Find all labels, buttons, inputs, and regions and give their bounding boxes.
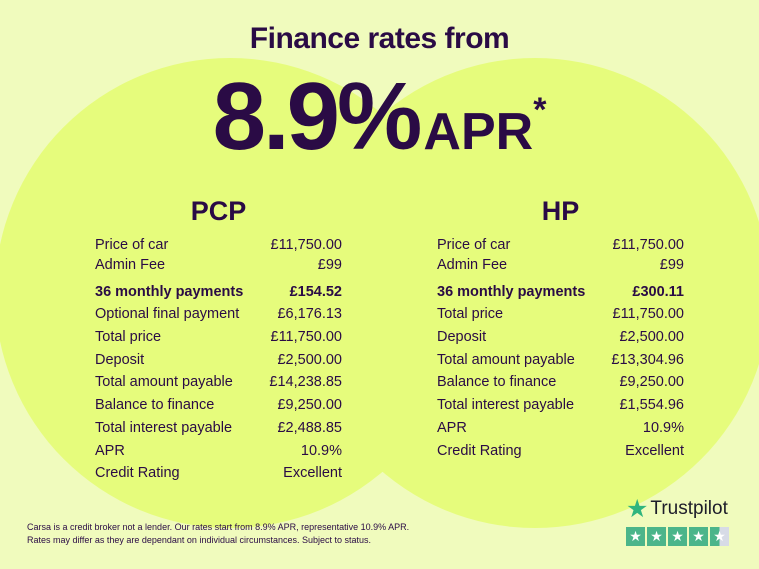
row-label: Total interest payable: [95, 419, 233, 436]
pcp-table: PCP Price of car £11,750.00 Admin Fee £99 36…: [95, 196, 342, 485]
table-row: Deposit £2,500.00: [437, 326, 684, 349]
background-circle-right: [300, 58, 759, 528]
row-value: £6,176.13: [277, 306, 342, 323]
table-row: Total interest payable £2,488.85: [95, 417, 342, 440]
row-label: Balance to finance: [437, 374, 557, 391]
table-row: Total interest payable £1,554.96: [437, 394, 684, 417]
table-row: Price of car £11,750.00: [95, 237, 342, 254]
row-value: Excellent: [283, 465, 342, 482]
row-value: £2,500.00: [619, 329, 684, 346]
row-value: £2,488.85: [277, 419, 342, 436]
trustpilot-logo: ★ Trustpilot: [626, 494, 729, 524]
row-value: £11,750.00: [270, 237, 343, 253]
rating-star-icon: ★: [689, 527, 708, 546]
row-label: Total amount payable: [437, 351, 575, 368]
row-value: £13,304.96: [611, 351, 684, 368]
rating-star-icon: ★: [710, 527, 729, 546]
rating-star-icon: ★: [668, 527, 687, 546]
row-label: APR: [437, 419, 467, 436]
row-label: Credit Rating: [437, 442, 522, 459]
row-value: £300.11: [632, 283, 684, 300]
table-row: Balance to finance £9,250.00: [437, 371, 684, 394]
row-value: £154.52: [289, 283, 342, 300]
star-icon: ★: [626, 495, 649, 523]
table-row: Deposit £2,500.00: [95, 349, 342, 372]
table-row: 36 monthly payments £300.11: [437, 281, 684, 304]
table-row: Admin Fee £99: [437, 254, 684, 277]
row-value: £11,750.00: [612, 237, 685, 253]
table-row: APR 10.9%: [437, 417, 684, 440]
rating-star-icon: ★: [626, 527, 645, 546]
hp-title: HP: [541, 196, 580, 226]
table-row: Balance to finance £9,250.00: [95, 394, 342, 417]
table-row: Credit Rating Excellent: [437, 440, 684, 463]
row-label: Total amount payable: [95, 374, 233, 391]
row-value: Excellent: [625, 442, 684, 459]
row-value: £2,500.00: [277, 351, 342, 368]
rate-value: 8.9%: [212, 63, 423, 170]
row-value: £99: [317, 257, 342, 273]
row-value: 10.9%: [300, 442, 342, 459]
apr-label: APR: [423, 103, 534, 161]
headline: Finance rates from: [249, 22, 510, 55]
table-row: 36 monthly payments £154.52: [95, 281, 342, 304]
row-label: Admin Fee: [437, 257, 508, 273]
rating-star-icon: ★: [647, 527, 666, 546]
row-value: £99: [659, 257, 684, 273]
row-label: APR: [95, 442, 125, 459]
rate-display: 8.9%APR*: [0, 62, 759, 172]
table-row: Total amount payable £13,304.96: [437, 349, 684, 372]
asterisk: *: [533, 91, 547, 129]
row-value: £14,238.85: [269, 374, 342, 391]
row-value: £11,750.00: [612, 306, 685, 323]
disclaimer: Carsa is a credit broker not a lender. O…: [27, 521, 409, 546]
row-label: 36 monthly payments: [95, 283, 244, 300]
row-label: Credit Rating: [95, 465, 180, 482]
trustpilot-rating: ★ ★ ★ ★ ★: [626, 527, 729, 546]
table-row: Credit Rating Excellent: [95, 462, 342, 485]
row-label: Balance to finance: [95, 397, 215, 414]
row-value: £9,250.00: [619, 374, 684, 391]
row-label: 36 monthly payments: [437, 283, 586, 300]
row-value: 10.9%: [642, 419, 684, 436]
table-row: Optional final payment £6,176.13: [95, 303, 342, 326]
row-value: £9,250.00: [277, 397, 342, 414]
row-label: Optional final payment: [95, 306, 240, 323]
trustpilot-badge[interactable]: ★ Trustpilot ★ ★ ★ ★ ★: [626, 494, 729, 546]
table-row: Price of car £11,750.00: [437, 237, 684, 254]
hp-table: HP Price of car £11,750.00 Admin Fee £99 36 …: [437, 196, 684, 462]
row-label: Total interest payable: [437, 397, 575, 414]
row-label: Price of car: [437, 237, 511, 253]
trustpilot-name: Trustpilot: [650, 498, 728, 519]
row-value: £1,554.96: [619, 397, 684, 414]
disclaimer-line-2: Rates may differ as they are dependant o…: [27, 534, 372, 545]
row-label: Deposit: [437, 329, 487, 346]
disclaimer-line-1: Carsa is a credit broker not a lender. O…: [27, 522, 410, 532]
pcp-title: PCP: [190, 196, 247, 226]
table-row: Total price £11,750.00: [437, 303, 684, 326]
row-label: Deposit: [95, 351, 145, 368]
table-row: APR 10.9%: [95, 440, 342, 463]
table-row: Total amount payable £14,238.85: [95, 371, 342, 394]
row-label: Total price: [95, 329, 162, 346]
row-value: £11,750.00: [270, 329, 343, 346]
row-label: Total price: [437, 306, 504, 323]
row-label: Price of car: [95, 237, 169, 253]
table-row: Total price £11,750.00: [95, 326, 342, 349]
table-row: Admin Fee £99: [95, 254, 342, 277]
row-label: Admin Fee: [95, 257, 166, 273]
